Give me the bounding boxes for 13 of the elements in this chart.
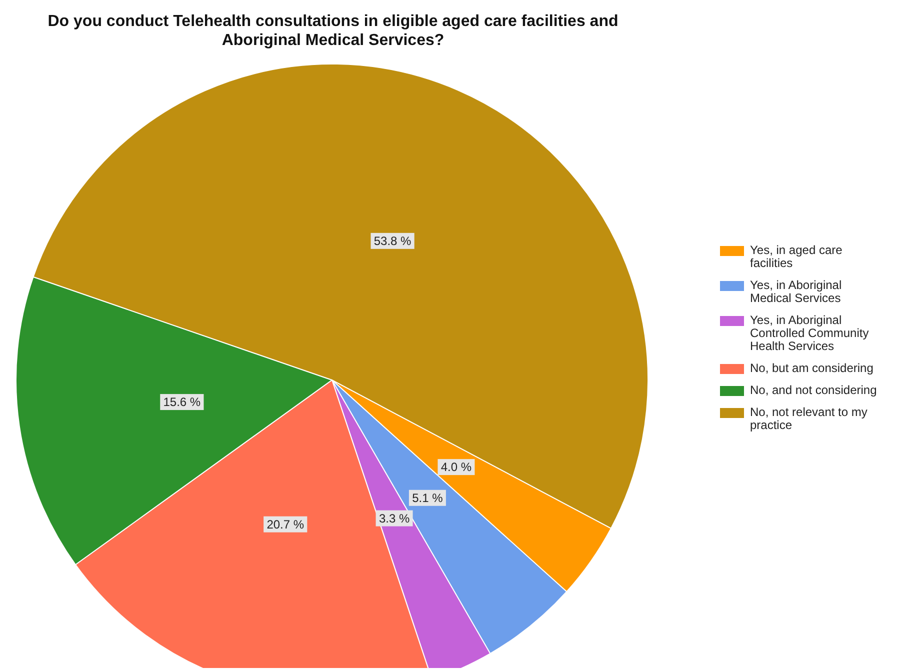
data-label: 5.1 % — [412, 490, 444, 505]
data-label: 20.7 % — [266, 517, 304, 532]
data-label: 4.0 % — [440, 460, 472, 474]
legend-label: Yes, in Aboriginal Medical Services — [750, 278, 843, 305]
legend-label: Yes, in aged care facilities — [750, 243, 844, 270]
legend-label: No, but am considering — [750, 361, 874, 375]
legend-label: No, not relevant to my practice — [750, 405, 868, 432]
chart-title: Do you conduct Telehealth consultations in eligible aged care facilities and Aboriginal Medical Services? — [46, 12, 620, 50]
legend-label: No, and not considering — [750, 383, 878, 397]
data-label: 15.6 % — [163, 395, 201, 410]
legend-label: Yes, in Aboriginal Controlled Community Health Services — [750, 313, 870, 353]
data-label: 3.3 % — [378, 511, 410, 526]
data-label: 53.8 % — [374, 234, 412, 248]
